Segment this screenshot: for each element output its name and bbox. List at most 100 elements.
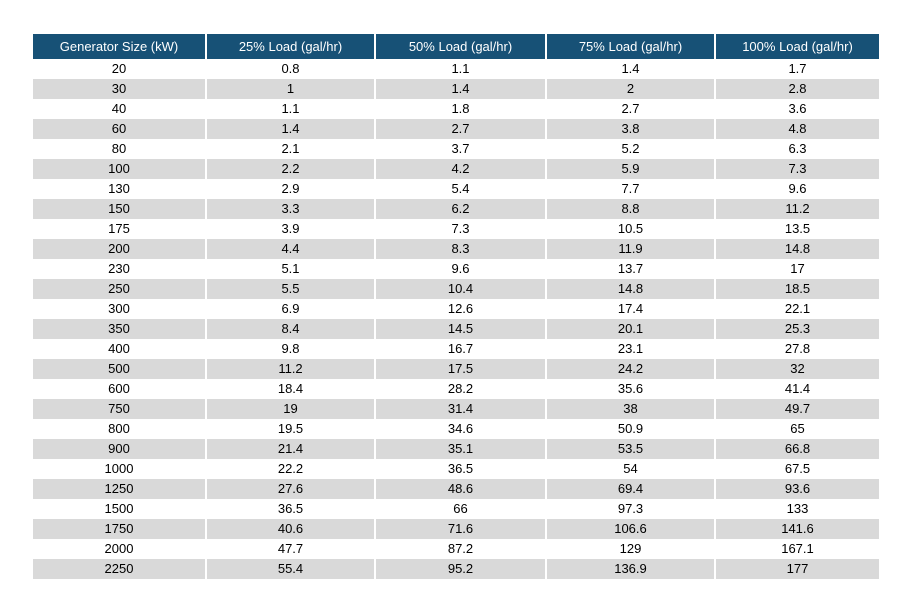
load-value-cell: 97.3 [545, 499, 715, 519]
table-row: 1750 40.6 71.6 106.6 141.6 [33, 519, 879, 539]
table-header: Generator Size (kW) 25% Load (gal/hr) 50% … [33, 34, 879, 59]
table-row: 20 0.8 1.1 1.4 1.7 [33, 59, 879, 79]
load-value-cell: 32 [714, 359, 879, 379]
column-header: Generator Size (kW) [33, 34, 206, 59]
load-value-cell: 49.7 [714, 399, 879, 419]
load-value-cell: 5.1 [205, 259, 375, 279]
load-value-cell: 9.8 [205, 339, 375, 359]
load-value-cell: 129 [545, 539, 715, 559]
generator-size-cell: 600 [108, 381, 130, 396]
load-value-cell: 1.8 [374, 99, 546, 119]
load-value-cell: 66 [374, 499, 546, 519]
load-value-cell: 2.2 [205, 159, 375, 179]
load-value-cell: 65 [714, 419, 879, 439]
load-value-cell: 4.4 [205, 239, 375, 259]
generator-size-cell: 175 [108, 221, 130, 236]
load-value-cell: 28.2 [374, 379, 546, 399]
load-value-cell: 7.3 [374, 219, 546, 239]
load-value-cell: 9.6 [374, 259, 546, 279]
load-value-cell: 8.3 [374, 239, 546, 259]
load-value-cell: 38 [545, 399, 715, 419]
load-value-cell: 22.2 [205, 459, 375, 479]
load-value-cell: 1.1 [374, 59, 546, 79]
load-value-cell: 18.4 [205, 379, 375, 399]
load-value-cell: 95.2 [374, 559, 546, 579]
load-value-cell: 141.6 [714, 519, 879, 539]
load-value-cell: 27.8 [714, 339, 879, 359]
load-value-cell: 25.3 [714, 319, 879, 339]
generator-fuel-table-container: Generator Size (kW) 25% Load (gal/hr) 50% … [33, 34, 879, 579]
generator-size-cell: 1750 [104, 521, 134, 536]
load-value-cell: 69.4 [545, 479, 715, 499]
generator-size-cell: 2000 [104, 541, 134, 556]
load-value-cell: 6.9 [205, 299, 375, 319]
load-value-cell: 24.2 [545, 359, 715, 379]
load-value-cell: 167.1 [714, 539, 879, 559]
load-value-cell: 13.7 [545, 259, 715, 279]
load-value-cell: 10.5 [545, 219, 715, 239]
load-value-cell: 2.7 [374, 119, 546, 139]
load-value-cell: 1.4 [205, 119, 375, 139]
generator-size-cell: 1500 [104, 501, 134, 516]
load-value-cell: 35.1 [374, 439, 546, 459]
generator-size-cell: 20 [111, 61, 127, 76]
load-value-cell: 93.6 [714, 479, 879, 499]
load-value-cell: 54 [545, 459, 715, 479]
load-value-cell: 3.7 [374, 139, 546, 159]
column-header: 50% Load (gal/hr) [374, 34, 546, 59]
load-value-cell: 53.5 [545, 439, 715, 459]
load-value-cell: 13.5 [714, 219, 879, 239]
load-value-cell: 47.7 [205, 539, 375, 559]
generator-size-cell: 500 [108, 361, 130, 376]
load-value-cell: 21.4 [205, 439, 375, 459]
load-value-cell: 2.7 [545, 99, 715, 119]
load-value-cell: 66.8 [714, 439, 879, 459]
column-header: 25% Load (gal/hr) [205, 34, 375, 59]
generator-fuel-consumption-table: Generator Size (kW) 25% Load (gal/hr) 50% … [33, 34, 879, 579]
generator-size-cell: 130 [108, 181, 130, 196]
load-value-cell: 12.6 [374, 299, 546, 319]
load-value-cell: 5.4 [374, 179, 546, 199]
load-value-cell: 14.8 [714, 239, 879, 259]
load-value-cell: 2 [545, 79, 715, 99]
load-value-cell: 7.3 [714, 159, 879, 179]
load-value-cell: 133 [714, 499, 879, 519]
generator-size-cell: 1250 [104, 481, 134, 496]
load-value-cell: 11.2 [714, 199, 879, 219]
load-value-cell: 4.2 [374, 159, 546, 179]
load-value-cell: 19 [205, 399, 375, 419]
table-row: 300 6.9 12.6 17.4 22.1 [33, 299, 879, 319]
table-row: 400 9.8 16.7 23.1 27.8 [33, 339, 879, 359]
load-value-cell: 3.6 [714, 99, 879, 119]
table-row: 100 2.2 4.2 5.9 7.3 [33, 159, 879, 179]
load-value-cell: 136.9 [545, 559, 715, 579]
load-value-cell: 50.9 [545, 419, 715, 439]
table-row: 1000 22.2 36.5 54 67.5 [33, 459, 879, 479]
table-header-row: Generator Size (kW) 25% Load (gal/hr) 50% … [33, 34, 879, 59]
table-row: 2250 55.4 95.2 136.9 177 [33, 559, 879, 579]
table-row: 900 21.4 35.1 53.5 66.8 [33, 439, 879, 459]
generator-size-cell: 250 [108, 281, 130, 296]
generator-size-cell: 150 [108, 201, 130, 216]
table-row: 1250 27.6 48.6 69.4 93.6 [33, 479, 879, 499]
generator-size-cell: 750 [108, 401, 130, 416]
table-row: 750 19 31.4 38 49.7 [33, 399, 879, 419]
generator-size-cell: 800 [108, 421, 130, 436]
load-value-cell: 1.4 [545, 59, 715, 79]
table-row: 230 5.1 9.6 13.7 17 [33, 259, 879, 279]
load-value-cell: 8.4 [205, 319, 375, 339]
generator-size-cell: 300 [108, 301, 130, 316]
generator-size-cell: 1000 [104, 461, 134, 476]
load-value-cell: 1.1 [205, 99, 375, 119]
load-value-cell: 36.5 [205, 499, 375, 519]
load-value-cell: 14.5 [374, 319, 546, 339]
table-row: 80 2.1 3.7 5.2 6.3 [33, 139, 879, 159]
load-value-cell: 2.8 [714, 79, 879, 99]
load-value-cell: 35.6 [545, 379, 715, 399]
table-row: 800 19.5 34.6 50.9 65 [33, 419, 879, 439]
load-value-cell: 1.7 [714, 59, 879, 79]
generator-size-cell: 60 [111, 121, 127, 136]
column-header: 100% Load (gal/hr) [714, 34, 879, 59]
table-row: 30 1 1.4 2 2.8 [33, 79, 879, 99]
